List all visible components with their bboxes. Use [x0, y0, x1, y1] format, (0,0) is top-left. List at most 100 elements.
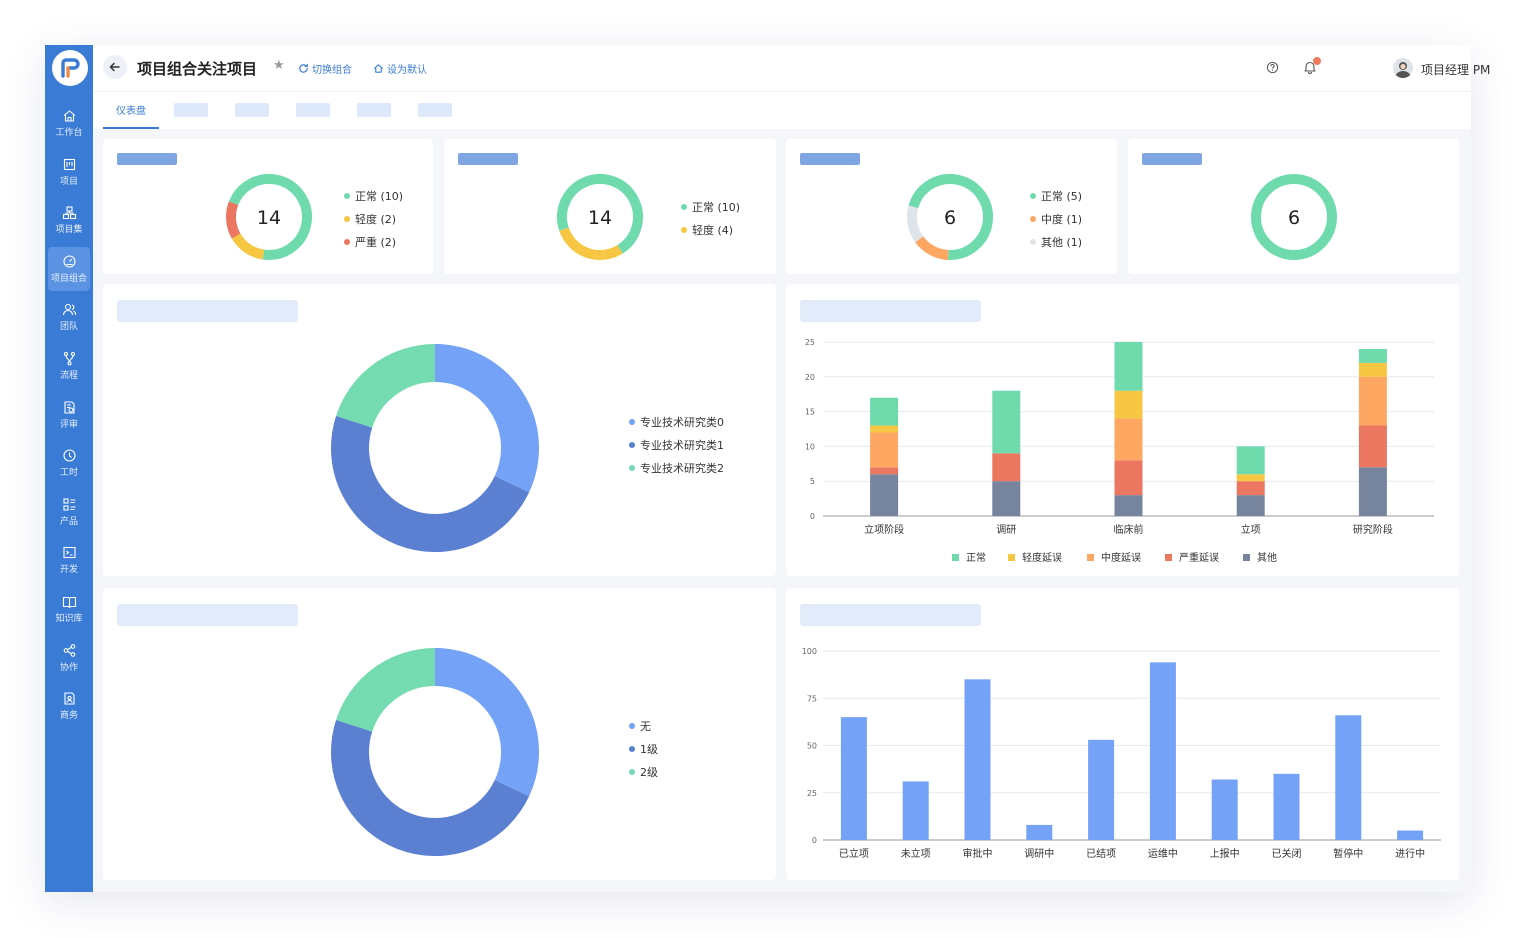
donut-slice[interactable]: [908, 174, 993, 260]
legend-item[interactable]: 正常 (10): [681, 195, 740, 218]
donut-slice[interactable]: [559, 227, 623, 260]
sidebar-item-2[interactable]: 项目集: [45, 198, 93, 242]
sidebar-item-10[interactable]: 知识库: [45, 587, 93, 631]
donut-slice[interactable]: [434, 648, 539, 797]
stacked-bar-segment[interactable]: [1236, 446, 1265, 475]
donut-slice[interactable]: [907, 205, 924, 243]
stacked-bar-segment[interactable]: [992, 390, 1021, 454]
stacked-bar-segment[interactable]: [1236, 474, 1265, 482]
stacked-bar-segment[interactable]: [1358, 362, 1387, 377]
stacked-bar-segment[interactable]: [1114, 342, 1143, 391]
legend-item[interactable]: 严重 (2): [344, 230, 403, 253]
sidebar-item-3[interactable]: 项目组合: [48, 246, 90, 291]
legend-item[interactable]: 其他 (1): [1030, 230, 1082, 253]
help-icon[interactable]: [1266, 61, 1279, 74]
tab-dashboard[interactable]: 仪表盘: [103, 92, 159, 129]
donut-slice[interactable]: [557, 174, 643, 254]
donut-slice[interactable]: [226, 201, 241, 239]
legend-dot: [1030, 238, 1036, 245]
stacked-bar-segment[interactable]: [1114, 418, 1143, 461]
status-bar[interactable]: [1397, 830, 1424, 840]
y-tick-label: 25: [805, 338, 815, 347]
tab-placeholder[interactable]: [174, 103, 208, 117]
legend-item[interactable]: 1级: [629, 737, 658, 760]
donut-slice[interactable]: [331, 719, 530, 856]
legend-label[interactable]: 严重延误: [1179, 551, 1219, 564]
stacked-bar-segment[interactable]: [1114, 495, 1143, 516]
stacked-bar-segment[interactable]: [870, 474, 899, 516]
tab-placeholder[interactable]: [418, 103, 452, 117]
legend-label: 中度 (1): [1041, 212, 1083, 226]
donut-slice[interactable]: [1251, 174, 1337, 260]
legend-item[interactable]: 正常 (5): [1030, 184, 1082, 207]
user-name[interactable]: 项目经理 PM: [1421, 63, 1491, 77]
legend-label[interactable]: 其他: [1257, 551, 1277, 564]
legend-item[interactable]: 专业技术研究类1: [629, 433, 724, 456]
legend-item[interactable]: 专业技术研究类2: [629, 456, 724, 479]
stacked-bar-segment[interactable]: [1114, 390, 1143, 419]
sidebar-item-9[interactable]: 开发: [45, 538, 93, 582]
legend-label[interactable]: 轻度延误: [1022, 551, 1062, 564]
status-bar[interactable]: [1149, 662, 1176, 840]
sidebar-item-5[interactable]: 流程: [45, 344, 93, 388]
stacked-bar-segment[interactable]: [1358, 348, 1387, 363]
donut-slice[interactable]: [231, 233, 265, 260]
back-button[interactable]: [103, 55, 127, 79]
donut-slice[interactable]: [228, 174, 312, 260]
legend-item[interactable]: 2级: [629, 760, 658, 783]
switch-portfolio-link[interactable]: 切换组合: [298, 61, 352, 76]
status-bar[interactable]: [1273, 773, 1300, 840]
stacked-bar-segment[interactable]: [870, 432, 899, 468]
sidebar-item-12[interactable]: 商务: [45, 684, 93, 728]
stacked-bar-segment[interactable]: [992, 453, 1021, 482]
legend-item[interactable]: 无: [629, 714, 658, 737]
status-bar[interactable]: [964, 679, 991, 840]
status-bar[interactable]: [902, 781, 929, 840]
donut-slice[interactable]: [331, 415, 530, 552]
status-bar[interactable]: [1088, 739, 1115, 840]
avatar[interactable]: [1393, 58, 1413, 78]
legend-item[interactable]: 轻度 (4): [681, 218, 740, 241]
tab-placeholder[interactable]: [296, 103, 330, 117]
status-bar[interactable]: [1335, 715, 1362, 840]
bell-icon[interactable]: [1303, 60, 1317, 74]
donut-slice[interactable]: [336, 344, 436, 429]
sidebar-item-4[interactable]: 团队: [45, 295, 93, 339]
tab-placeholder[interactable]: [357, 103, 391, 117]
sidebar-item-6[interactable]: 评审: [45, 393, 93, 437]
stacked-bar-segment[interactable]: [1236, 481, 1265, 496]
legend-item[interactable]: 专业技术研究类0: [629, 410, 724, 433]
stacked-bar-segment[interactable]: [1114, 460, 1143, 496]
app-logo[interactable]: [52, 50, 88, 86]
legend-item[interactable]: 正常 (10): [344, 184, 403, 207]
status-bar[interactable]: [1026, 824, 1053, 840]
donut-slice[interactable]: [336, 648, 436, 733]
sidebar-item-7[interactable]: 工时: [45, 441, 93, 485]
clock-icon: [62, 449, 76, 462]
stacked-bar-segment[interactable]: [1358, 467, 1387, 516]
x-tick-label: 未立项: [901, 847, 931, 860]
donut-slice[interactable]: [915, 236, 949, 260]
donut-slice[interactable]: [434, 344, 539, 493]
status-bar[interactable]: [840, 717, 867, 840]
star-icon[interactable]: ★: [273, 58, 285, 73]
legend-dot: [344, 192, 350, 199]
legend-label[interactable]: 中度延误: [1101, 551, 1141, 564]
set-default-link[interactable]: 设为默认: [373, 61, 427, 76]
sidebar-item-8[interactable]: 产品: [45, 490, 93, 534]
stacked-bar-segment[interactable]: [992, 481, 1021, 516]
tab-placeholder[interactable]: [235, 103, 269, 117]
stacked-bar-segment[interactable]: [1358, 425, 1387, 468]
sidebar-item-1[interactable]: 项目: [45, 150, 93, 194]
sidebar-item-11[interactable]: 协作: [45, 636, 93, 680]
legend-item[interactable]: 轻度 (2): [344, 207, 403, 230]
stacked-bar-segment[interactable]: [870, 397, 899, 426]
stacked-bar-segment[interactable]: [870, 425, 899, 433]
status-bar[interactable]: [1211, 779, 1238, 840]
stacked-bar-segment[interactable]: [1236, 495, 1265, 516]
legend-label[interactable]: 正常: [966, 551, 986, 564]
stacked-bar-segment[interactable]: [1358, 376, 1387, 426]
stacked-bar-segment[interactable]: [870, 467, 899, 475]
sidebar-item-0[interactable]: 工作台: [45, 101, 93, 145]
legend-item[interactable]: 中度 (1): [1030, 207, 1082, 230]
